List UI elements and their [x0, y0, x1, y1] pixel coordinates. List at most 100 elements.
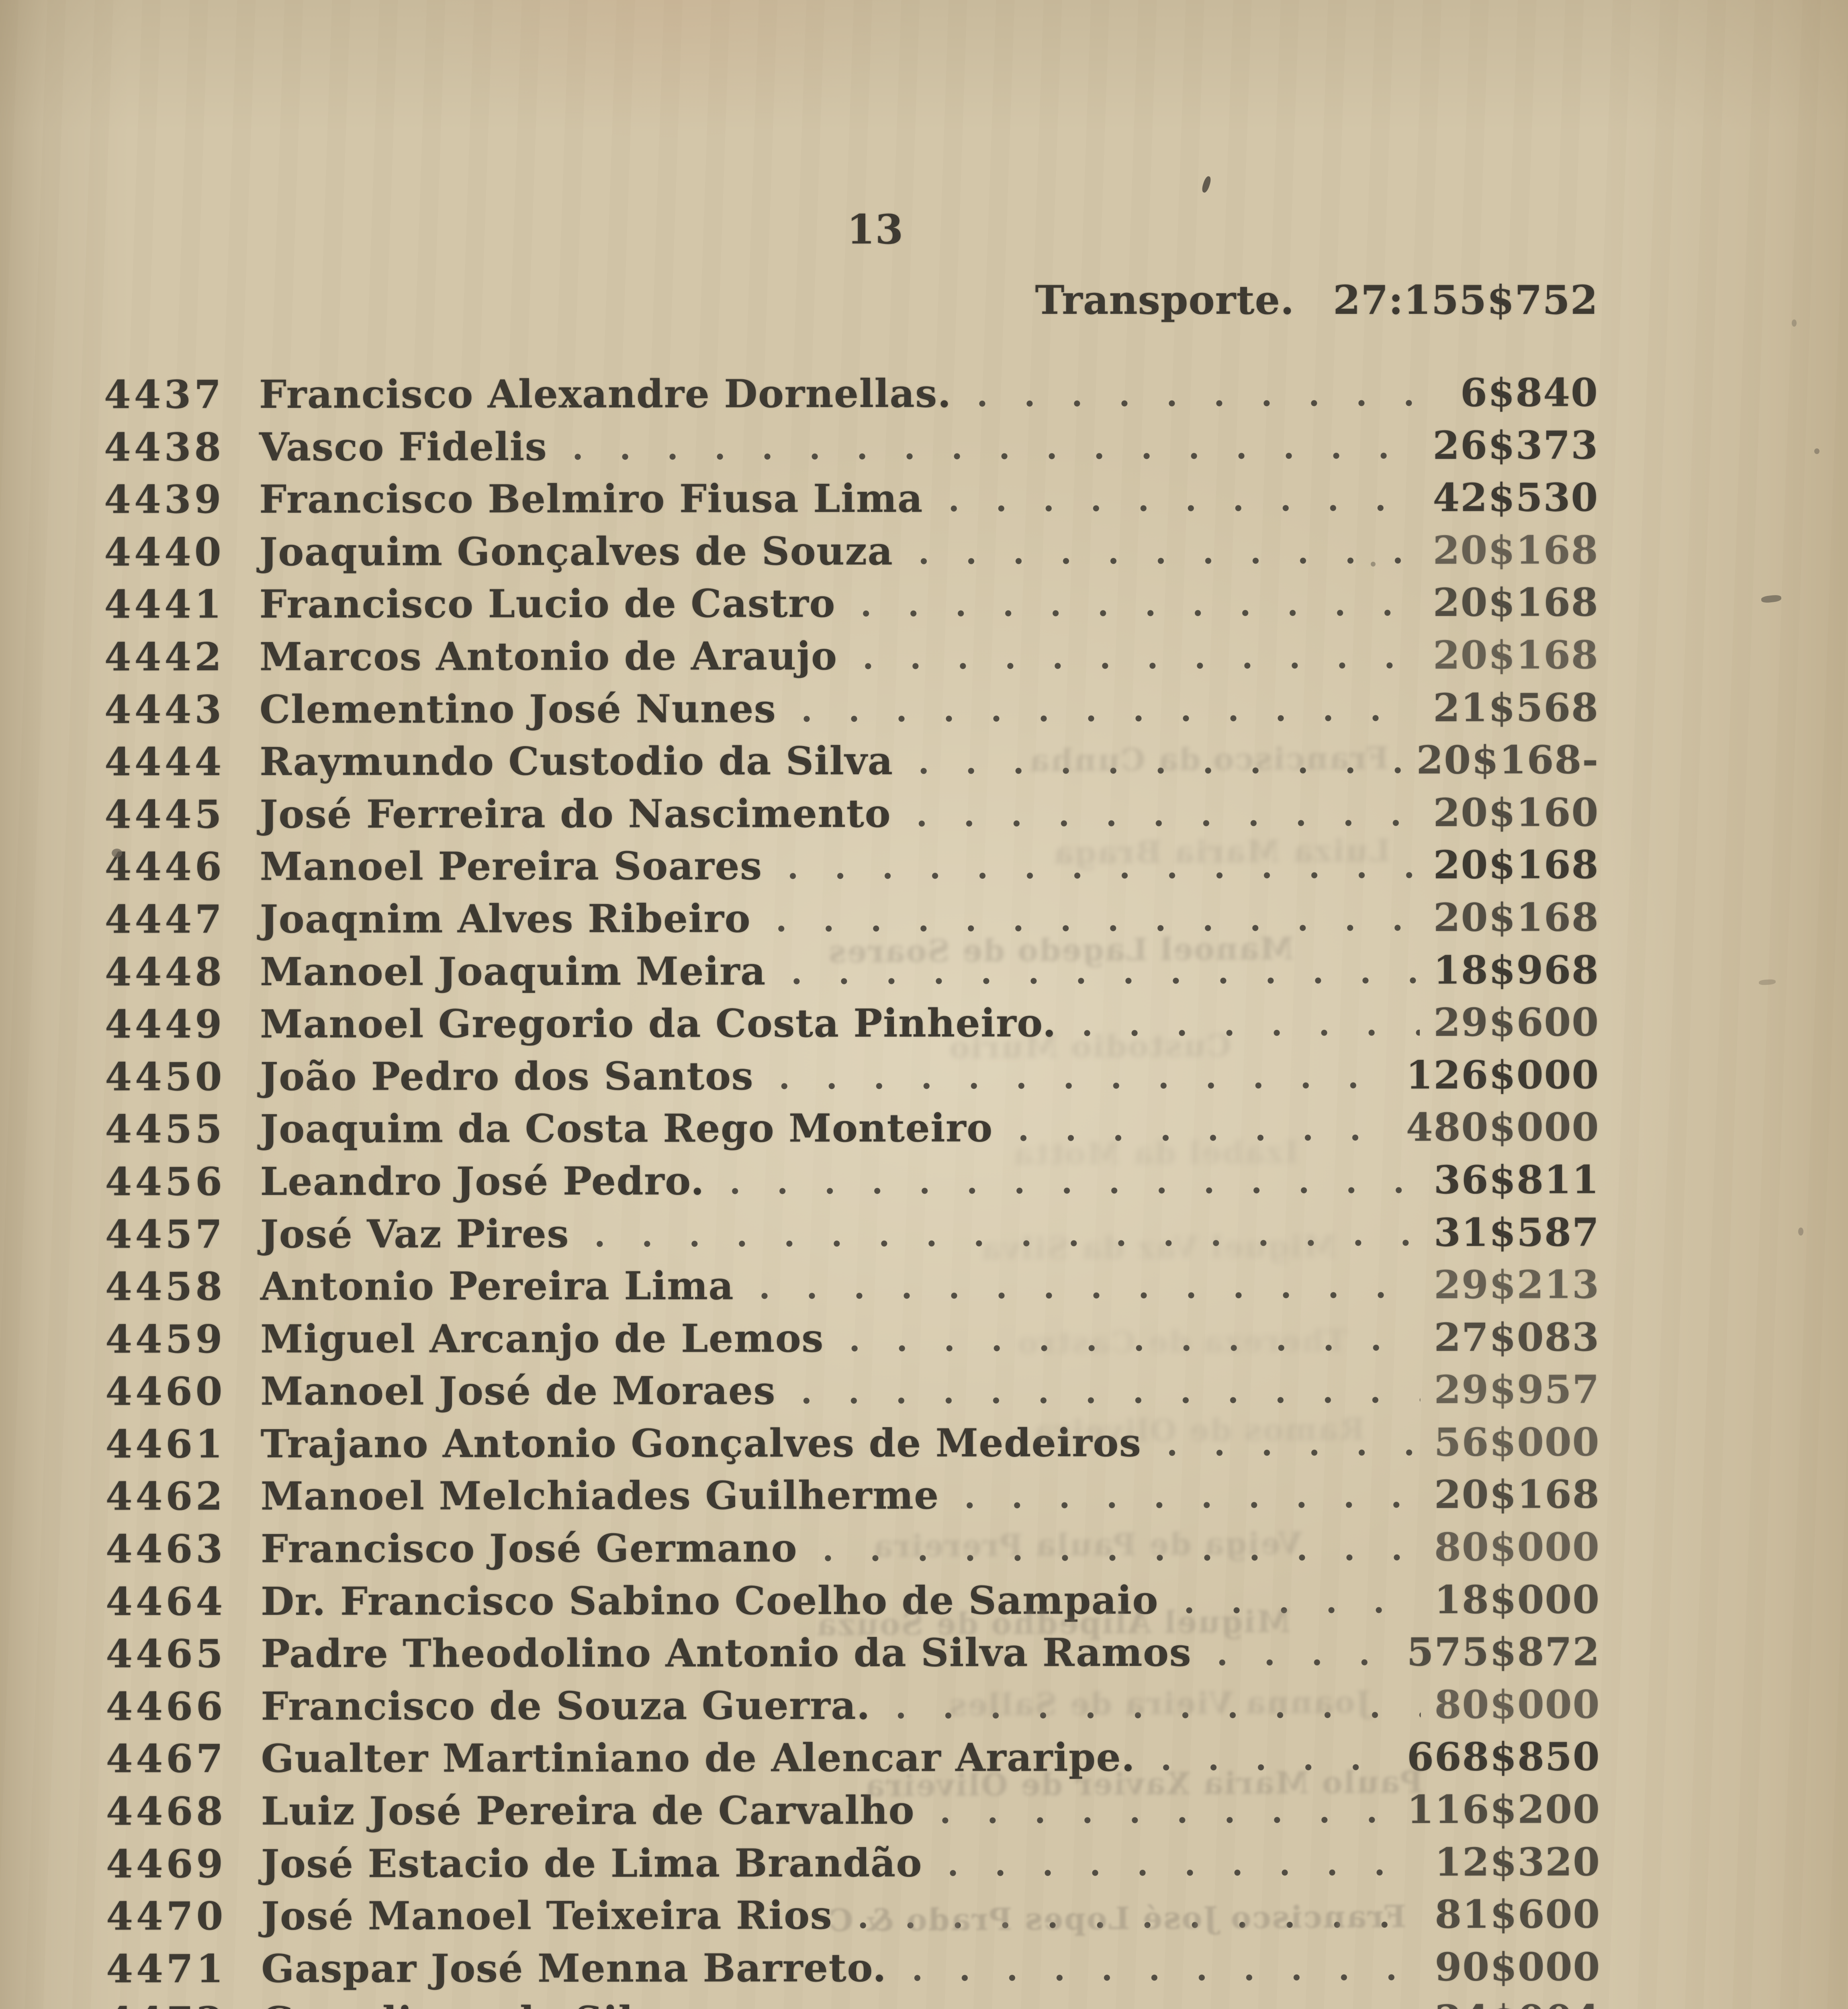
leader-dots: [904, 1974, 1421, 1981]
bleedthrough-text: Manoel Lagedo de Soares: [827, 930, 1294, 970]
table-row: 4457 José Vaz Pires 31$587: [105, 1206, 1600, 1261]
entry-number: 4446: [104, 844, 225, 890]
entry-name: José Vaz Pires: [260, 1211, 570, 1257]
entry-value: 20$168: [1433, 842, 1599, 888]
entry-value: 24$004: [1435, 1993, 1601, 2009]
entry-value: 480$000: [1406, 1104, 1600, 1150]
ink-speck: [1371, 562, 1376, 567]
entry-value: 20$168: [1434, 1471, 1600, 1518]
page-number: 13: [847, 206, 904, 253]
leader-dots: [854, 662, 1420, 669]
entry-number: 4458: [105, 1264, 226, 1309]
ink-speck: [1761, 594, 1782, 604]
entry-number: 4457: [105, 1211, 226, 1257]
entry-number: 4448: [104, 949, 225, 995]
ink-speck: [1792, 319, 1797, 327]
entry-value: 80$000: [1434, 1682, 1601, 1727]
entry-name: Francisco Alexandre Dornellas.: [259, 370, 952, 417]
entry-number: 4447: [104, 896, 225, 942]
table-row: 4440 Joaquim Gonçalves de Souza 20$168: [104, 524, 1599, 579]
entry-name: Marcos Antonio de Araujo: [259, 633, 838, 680]
entry-value: 18$000: [1434, 1577, 1601, 1622]
entry-value: 27$083: [1434, 1314, 1600, 1360]
entry-value: 29$213: [1434, 1262, 1600, 1308]
entry-number: 4444: [104, 739, 225, 785]
leader-dots: [932, 1817, 1394, 1824]
entry-value: 6$840: [1460, 370, 1599, 415]
leader-dots: [939, 1869, 1421, 1876]
table-row: 4450 João Pedro dos Santos 126$000: [105, 1049, 1599, 1103]
leader-dots: [968, 399, 1447, 407]
entry-value: 90$000: [1435, 1944, 1601, 1990]
entry-name: Francisco de Souza Guerra.: [261, 1682, 871, 1729]
entry-name: Miguel Arcanjo de Lemos: [260, 1315, 824, 1362]
entry-value: 26$373: [1433, 422, 1599, 468]
entry-value: 20$168: [1433, 894, 1599, 940]
leader-dots: [910, 557, 1419, 565]
carry-forward-label: Transporte.: [1035, 277, 1295, 323]
entry-name: Joaqnim Alves Ribeiro: [260, 896, 751, 942]
entry-number: 4460: [105, 1369, 226, 1414]
entry-value: 31$587: [1433, 1209, 1600, 1255]
leader-dots: [793, 714, 1420, 722]
leader-dots: [1158, 1449, 1421, 1456]
entry-number: 4468: [106, 1788, 227, 1834]
entry-name: Manoel Pereira Soares: [260, 843, 763, 890]
entry-name: Leandro José Pedro.: [260, 1158, 705, 1204]
table-row: 4455 Joaquim da Costa Rego Monteiro 480$…: [105, 1101, 1599, 1156]
entry-number: 4465: [106, 1631, 226, 1677]
entry-number: 4467: [106, 1736, 226, 1782]
entry-number: 4456: [105, 1159, 225, 1205]
entry-number: 4438: [104, 424, 225, 470]
entry-name: Raymundo Custodio da Silva: [260, 738, 893, 785]
table-row: 4459 Miguel Arcanjo de Lemos 27$083: [105, 1311, 1600, 1366]
entry-number: 4441: [104, 581, 225, 627]
ink-speck: [1814, 448, 1819, 454]
leader-dots: [779, 872, 1420, 880]
entry-name: Vasco Fidelis: [259, 423, 548, 470]
table-row: 4442 Marcos Antonio de Araujo 20$168: [104, 629, 1599, 683]
entry-name: Joaquim Gonçalves de Souza: [259, 528, 893, 575]
ink-speck: [1758, 979, 1776, 986]
table-row: 4461 Trajano Antonio Gonçalves de Medeir…: [105, 1416, 1600, 1471]
leader-dots: [792, 1397, 1421, 1404]
carry-forward-amount: 27:155$752: [1333, 277, 1598, 323]
entry-name: Manoel Gregorio da Costa Pinheiro.: [260, 1000, 1057, 1047]
entry-number: 4440: [104, 529, 225, 575]
ink-speck: [1798, 1227, 1803, 1236]
entry-value: 56$000: [1434, 1419, 1600, 1465]
leader-dots: [852, 610, 1419, 617]
entry-number: 4464: [106, 1578, 226, 1624]
entry-value: 20$168-: [1416, 737, 1599, 783]
entry-number: 4445: [104, 791, 225, 837]
table-row: 4462 Manoel Melchiades Guilherme 20$168: [106, 1469, 1600, 1523]
entry-value: 20$168: [1433, 632, 1599, 678]
leader-dots: [908, 819, 1420, 827]
bleedthrough-text: Francisco José Lopes Prado & C: [827, 1898, 1406, 1939]
entry-value: 18$968: [1433, 947, 1599, 993]
entry-number: 4466: [106, 1684, 226, 1729]
table-row: 4471 Gaspar José Menna Barreto. 90$000: [106, 1941, 1601, 1995]
table-row: 4437 Francisco Alexandre Dornellas. 6$84…: [104, 366, 1599, 421]
entry-name: Gaspar José Menna Barreto.: [261, 1945, 887, 1991]
entry-name: José Estacio de Lima Brandão: [261, 1840, 923, 1886]
entry-number: 4442: [104, 634, 225, 680]
leader-dots: [722, 1187, 1420, 1195]
entry-number: 4439: [104, 477, 225, 522]
entry-number: 4470: [106, 1893, 227, 1939]
table-row: 4469 José Estacio de Lima Brandão 12$320: [106, 1836, 1601, 1890]
entry-number: 4459: [105, 1316, 226, 1362]
entry-value: 42$530: [1433, 475, 1599, 521]
entry-value: 36$811: [1433, 1157, 1600, 1203]
leader-dots: [1208, 1659, 1393, 1666]
carry-forward-row: Transporte. 27:155$752: [1035, 277, 1598, 323]
entry-number: 4469: [106, 1841, 227, 1887]
entry-number: 4449: [105, 1001, 225, 1047]
entry-value: 21$568: [1433, 684, 1599, 730]
table-row: 4460 Manoel José de Moraes 29$957: [105, 1364, 1600, 1418]
table-row: 4443 Clementino José Nunes 21$568: [104, 681, 1599, 736]
table-row: 4441 Francisco Lucio de Castro 20$168: [104, 577, 1599, 631]
table-row: 4463 Francisco José Germano 80$000: [106, 1521, 1600, 1575]
entry-value: 126$000: [1406, 1052, 1600, 1098]
